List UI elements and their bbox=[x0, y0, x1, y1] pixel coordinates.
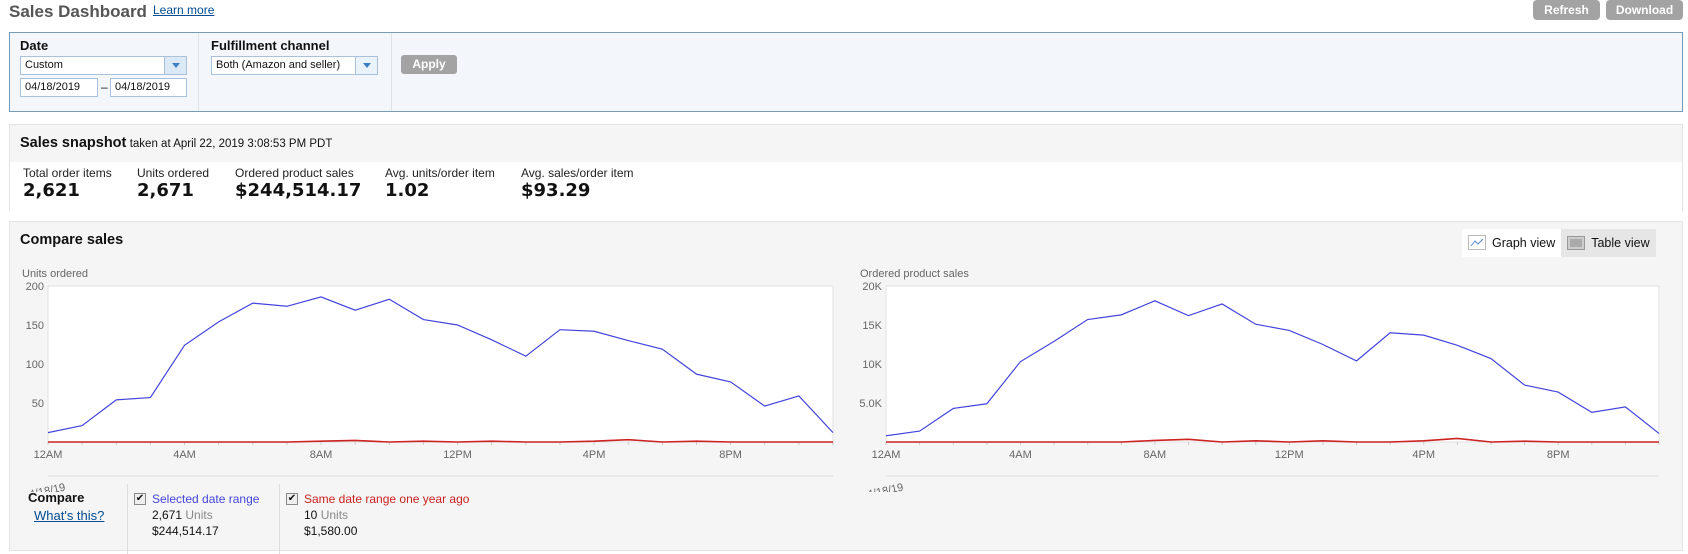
y-tick-label: 150 bbox=[26, 320, 44, 332]
x-tick-label: 8PM bbox=[1547, 449, 1570, 461]
apply-button[interactable]: Apply bbox=[401, 55, 457, 74]
metric-total-order-items: Total order items 2,621 bbox=[23, 166, 112, 201]
last-year-checkbox[interactable]: ✔ bbox=[286, 493, 298, 505]
chevron-down-icon bbox=[355, 57, 377, 74]
legend-label: Same date range one year ago bbox=[304, 492, 470, 506]
table-icon bbox=[1567, 236, 1586, 250]
metric-label: Units ordered bbox=[137, 166, 210, 180]
legend-sales: $1,580.00 bbox=[304, 524, 358, 538]
chart-title: Units ordered bbox=[22, 268, 88, 280]
fulfillment-select-value: Both (Amazon and seller) bbox=[216, 59, 341, 71]
x-tick-label: 8AM bbox=[310, 449, 333, 461]
series-line bbox=[886, 437, 1659, 443]
y-tick-label: 200 bbox=[26, 281, 44, 293]
filter-bar: Date Custom 04/18/2019 – 04/18/2019 Fulf… bbox=[9, 32, 1683, 112]
learn-more-link[interactable]: Learn more bbox=[153, 3, 215, 17]
metric-avg-sales: Avg. sales/order item $93.29 bbox=[521, 166, 634, 201]
metric-value: 1.02 bbox=[385, 180, 430, 201]
series-line bbox=[48, 438, 833, 443]
y-tick-label: 50 bbox=[32, 398, 44, 410]
metric-value: 2,621 bbox=[23, 180, 80, 201]
snapshot-title: Sales snapshot bbox=[20, 135, 127, 151]
compare-sales-panel: Compare sales Graph view Table view Unit… bbox=[9, 221, 1683, 554]
selected-range-checkbox[interactable]: ✔ bbox=[134, 493, 146, 505]
snapshot-timestamp: taken at April 22, 2019 3:08:53 PM PDT bbox=[129, 138, 333, 150]
plot-area bbox=[47, 285, 834, 443]
legend-units: 10 bbox=[304, 508, 318, 522]
metric-avg-units: Avg. units/order item 1.02 bbox=[385, 166, 495, 201]
date-label: Date bbox=[20, 38, 49, 53]
fulfillment-label: Fulfillment channel bbox=[211, 38, 330, 53]
metric-ordered-product-sales: Ordered product sales $244,514.17 bbox=[235, 166, 361, 201]
x-tick-label: 12AM bbox=[872, 449, 901, 461]
date-label: 4/18/19 bbox=[28, 482, 66, 492]
plot-area bbox=[885, 285, 1660, 443]
legend-label: Selected date range bbox=[152, 492, 260, 506]
whats-this-link[interactable]: What's this? bbox=[34, 508, 105, 523]
sales-snapshot-panel: Sales snapshot taken at April 22, 2019 3… bbox=[9, 124, 1683, 211]
x-tick-label: 4PM bbox=[1412, 449, 1435, 461]
legend-last-year: ✔ Same date range one year ago 10 Units $… bbox=[286, 492, 469, 538]
metric-units-ordered: Units ordered 2,671 bbox=[137, 166, 209, 201]
x-tick-label: 12AM bbox=[34, 449, 63, 461]
ordered-product-sales-chart: Ordered product sales 5.0K 10K 15K 20K 12AM 4A… bbox=[859, 268, 1660, 492]
date-range-select[interactable]: Custom bbox=[20, 56, 187, 75]
download-button[interactable]: Download bbox=[1606, 0, 1683, 20]
chart-title: Ordered product sales bbox=[860, 268, 969, 280]
legend-selected-range: ✔ Selected date range 2,671 Units $244,51… bbox=[134, 492, 259, 538]
y-tick-label: 5.0K bbox=[859, 398, 882, 410]
units-label: Units bbox=[320, 508, 349, 522]
metric-label: Avg. units/order item bbox=[385, 166, 495, 180]
units-ordered-chart: Units ordered 50 100 150 200 12AM 4AM 8AM 12PM 4P… bbox=[22, 268, 834, 492]
x-tick-label: 4PM bbox=[583, 449, 606, 461]
metric-value: $244,514.17 bbox=[235, 180, 362, 201]
table-view-button[interactable]: Table view bbox=[1561, 229, 1655, 257]
y-tick-label: 15K bbox=[862, 320, 882, 332]
graph-view-label: Graph view bbox=[1492, 236, 1556, 250]
metric-value: 2,671 bbox=[137, 180, 194, 201]
x-tick-label: 4AM bbox=[173, 449, 196, 461]
refresh-button[interactable]: Refresh bbox=[1533, 0, 1600, 20]
metric-label: Ordered product sales bbox=[235, 166, 354, 180]
view-toggle: Graph view Table view bbox=[1462, 229, 1656, 257]
metric-label: Avg. sales/order item bbox=[521, 166, 634, 180]
compare-label: Compare bbox=[28, 490, 85, 505]
date-label: 4/18/19 bbox=[866, 482, 904, 492]
chevron-down-icon bbox=[164, 57, 186, 74]
y-tick-label: 100 bbox=[26, 359, 44, 371]
legend-sales: $244,514.17 bbox=[152, 524, 219, 538]
page-title: Sales Dashboard bbox=[9, 2, 147, 21]
date-to-input[interactable]: 04/18/2019 bbox=[110, 78, 187, 97]
fulfillment-select[interactable]: Both (Amazon and seller) bbox=[211, 56, 378, 75]
date-select-value: Custom bbox=[25, 59, 63, 71]
date-from-input[interactable]: 04/18/2019 bbox=[20, 78, 98, 97]
x-tick-label: 12PM bbox=[1275, 449, 1304, 461]
snapshot-metrics: Total order items 2,621 Units ordered 2,67… bbox=[10, 162, 1682, 211]
compare-sales-title: Compare sales bbox=[20, 232, 124, 248]
y-tick-label: 10K bbox=[862, 359, 882, 371]
x-tick-label: 12PM bbox=[443, 449, 472, 461]
series-line bbox=[47, 296, 834, 434]
table-view-label: Table view bbox=[1591, 236, 1650, 250]
units-label: Units bbox=[185, 508, 213, 522]
x-tick-label: 4AM bbox=[1009, 449, 1032, 461]
x-tick-label: 8PM bbox=[719, 449, 742, 461]
legend-units: 2,671 bbox=[152, 508, 183, 522]
graph-view-button[interactable]: Graph view bbox=[1462, 229, 1562, 257]
date-separator: – bbox=[101, 80, 108, 94]
series-line bbox=[885, 300, 1660, 437]
metric-label: Total order items bbox=[23, 166, 112, 180]
line-chart-icon bbox=[1468, 235, 1486, 250]
y-tick-label: 20K bbox=[862, 281, 882, 293]
divider bbox=[279, 484, 280, 554]
x-tick-label: 8AM bbox=[1144, 449, 1167, 461]
divider bbox=[127, 484, 128, 554]
metric-value: $93.29 bbox=[521, 180, 591, 201]
